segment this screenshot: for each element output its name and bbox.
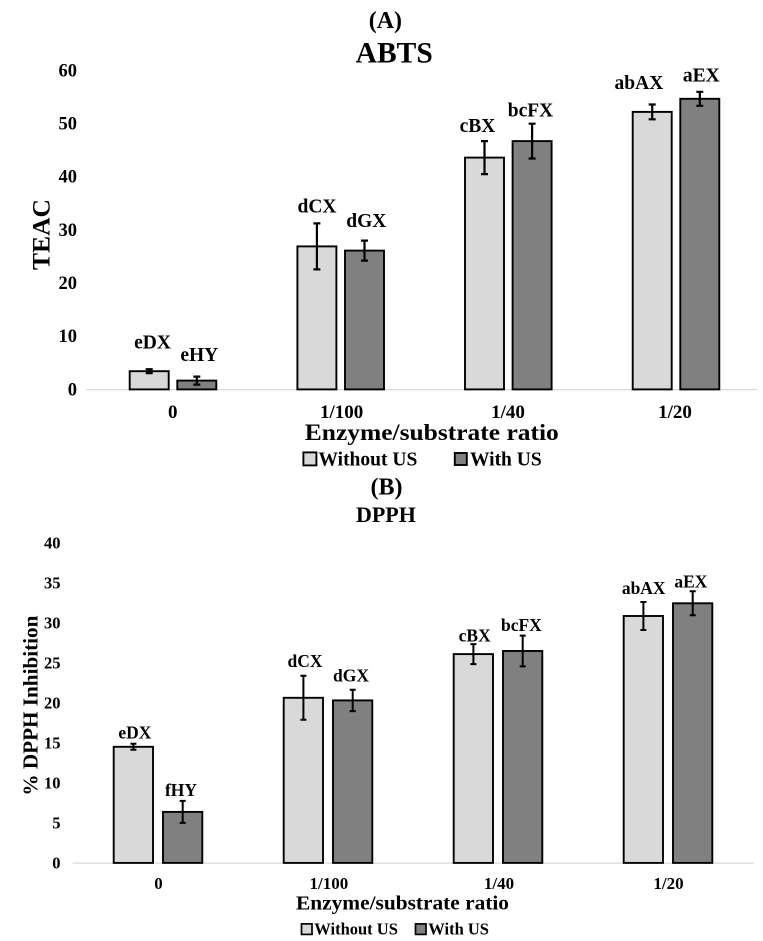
svg-text:(B): (B) <box>371 475 403 501</box>
svg-text:10: 10 <box>44 773 61 792</box>
svg-text:TEAC: TEAC <box>29 199 56 270</box>
svg-text:dGX: dGX <box>333 666 369 686</box>
svg-text:10: 10 <box>59 327 78 347</box>
svg-text:40: 40 <box>59 168 78 188</box>
svg-text:Without US: Without US <box>314 919 398 938</box>
svg-text:1/100: 1/100 <box>320 402 363 423</box>
svg-text:25: 25 <box>44 654 61 673</box>
svg-text:eHY: eHY <box>180 345 218 366</box>
svg-text:bcFX: bcFX <box>508 101 554 122</box>
svg-text:fHY: fHY <box>165 780 197 800</box>
svg-text:1/40: 1/40 <box>484 874 514 893</box>
svg-text:0: 0 <box>68 380 77 400</box>
svg-text:dCX: dCX <box>287 651 322 671</box>
svg-text:Without US: Without US <box>319 450 418 471</box>
svg-text:30: 30 <box>44 614 61 633</box>
svg-text:20: 20 <box>59 274 78 294</box>
svg-text:60: 60 <box>59 61 78 81</box>
svg-text:40: 40 <box>44 534 61 553</box>
svg-text:20: 20 <box>44 694 61 713</box>
svg-text:bcFX: bcFX <box>501 615 542 635</box>
svg-text:Enzyme/substrate ratio: Enzyme/substrate ratio <box>305 420 559 446</box>
svg-text:35: 35 <box>44 574 61 593</box>
svg-text:cBX: cBX <box>459 626 491 646</box>
svg-text:aEX: aEX <box>683 66 720 87</box>
svg-text:0: 0 <box>52 853 60 872</box>
svg-text:1/100: 1/100 <box>310 874 349 893</box>
svg-text:(A): (A) <box>369 8 402 34</box>
svg-text:50: 50 <box>59 115 78 135</box>
svg-text:1/20: 1/20 <box>658 402 692 423</box>
svg-text:abAX: abAX <box>622 578 666 598</box>
svg-text:dGX: dGX <box>346 211 386 232</box>
svg-text:cBX: cBX <box>460 116 496 137</box>
svg-text:With US: With US <box>428 919 489 938</box>
svg-text:abAX: abAX <box>615 73 664 94</box>
svg-text:ABTS: ABTS <box>356 38 433 70</box>
svg-text:0: 0 <box>168 402 178 423</box>
svg-text:dCX: dCX <box>297 197 336 218</box>
svg-text:30: 30 <box>59 221 78 241</box>
svg-text:eDX: eDX <box>134 333 171 354</box>
svg-text:Enzyme/substrate ratio: Enzyme/substrate ratio <box>296 893 509 915</box>
svg-text:15: 15 <box>44 734 61 753</box>
svg-text:0: 0 <box>154 874 163 893</box>
svg-text:1/40: 1/40 <box>491 402 525 423</box>
svg-text:With US: With US <box>470 450 542 471</box>
svg-text:5: 5 <box>52 813 60 832</box>
svg-text:% DPPH Inhibition: % DPPH Inhibition <box>19 615 43 795</box>
svg-text:aEX: aEX <box>674 572 707 592</box>
svg-text:1/20: 1/20 <box>653 874 683 893</box>
svg-text:DPPH: DPPH <box>356 502 416 527</box>
svg-text:eDX: eDX <box>118 723 151 743</box>
